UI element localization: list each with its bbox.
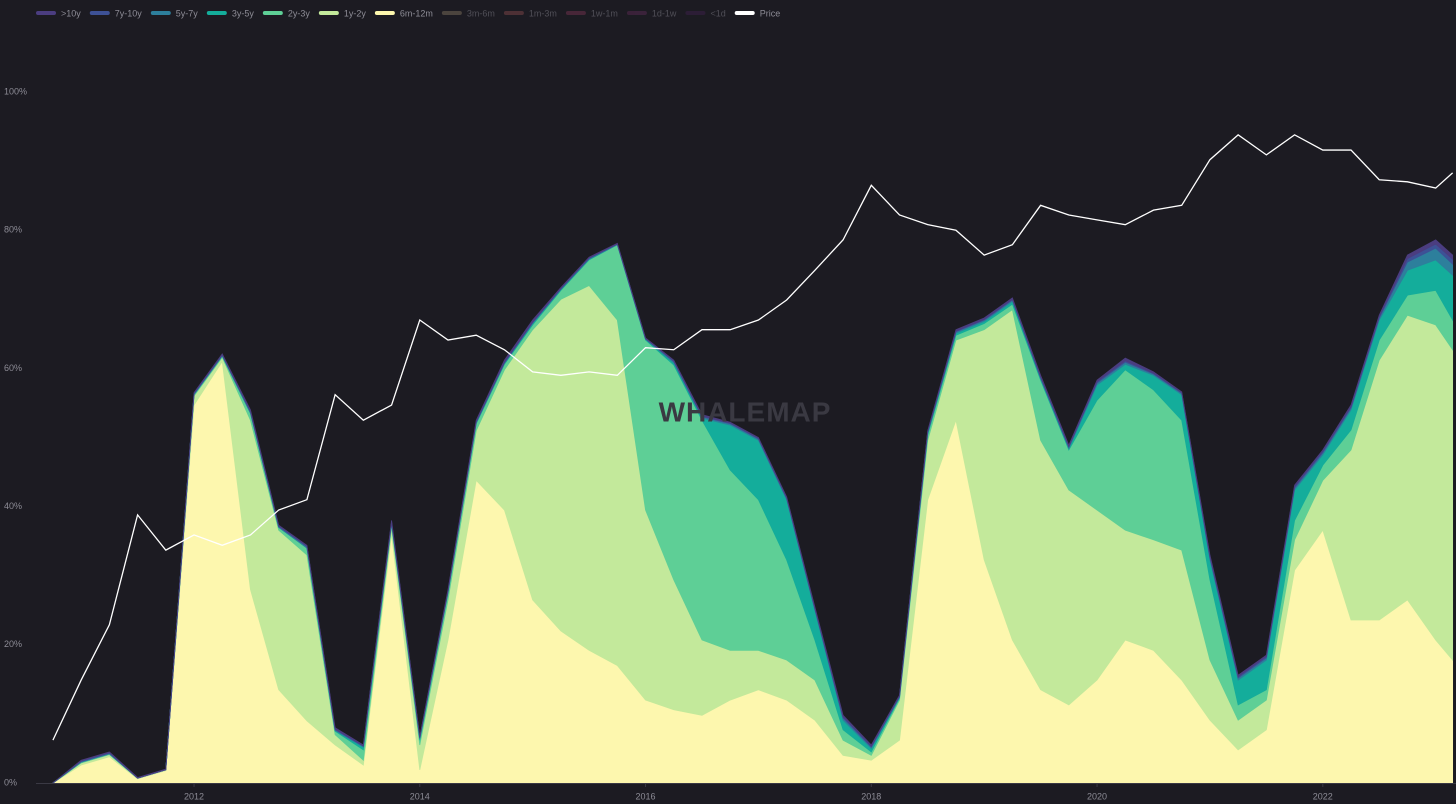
legend-label: 5y-7y [176, 8, 199, 18]
x-tick-label: 2012 [184, 791, 204, 801]
legend-item[interactable]: <1d [685, 8, 726, 18]
legend-swatch [441, 11, 462, 15]
legend-swatch [734, 11, 755, 15]
y-tick-label: 80% [4, 225, 22, 235]
legend-swatch [36, 11, 56, 15]
legend-label: <1d [710, 8, 725, 18]
watermark: WHALEMAP [659, 396, 832, 427]
legend-swatch [626, 11, 647, 15]
x-tick-label: 2016 [636, 791, 656, 801]
legend-swatch [374, 11, 395, 15]
legend-item[interactable]: 1m-3m [503, 8, 557, 18]
legend-label: 1d-1w [652, 8, 677, 18]
legend-item[interactable]: 2y-3y [262, 8, 311, 18]
legend-item[interactable]: >10y [36, 8, 81, 18]
y-tick-label: 100% [4, 86, 27, 96]
legend-swatch [503, 11, 524, 15]
legend-swatch [318, 11, 339, 15]
y-tick-label: 0% [4, 777, 17, 787]
y-tick-label: 20% [4, 639, 22, 649]
price-line [52, 134, 1454, 741]
legend-label: 1y-2y [344, 8, 367, 18]
legend-label: 2y-3y [288, 8, 311, 18]
y-tick-label: 40% [4, 501, 22, 511]
legend-swatch [150, 11, 171, 15]
legend-swatch [89, 11, 110, 15]
x-tick-label: 2014 [410, 791, 430, 801]
x-tick-label: 2022 [1313, 791, 1333, 801]
legend-label: 3y-5y [232, 8, 255, 18]
legend-item[interactable]: 1w-1m [565, 8, 618, 18]
legend-item[interactable]: Price [734, 8, 781, 18]
x-tick-label: 2018 [861, 791, 881, 801]
legend-item[interactable]: 5y-7y [150, 8, 199, 18]
legend-item[interactable]: 6m-12m [374, 8, 433, 18]
legend-item[interactable]: 7y-10y [89, 8, 143, 18]
legend-label: 3m-6m [467, 8, 495, 18]
legend-swatch [565, 11, 586, 15]
legend-label: 7y-10y [115, 8, 143, 18]
legend-swatch [262, 11, 283, 15]
x-tick-label: 2020 [1087, 791, 1107, 801]
legend-label: 6m-12m [400, 8, 433, 18]
area-layer [52, 239, 1454, 784]
y-tick-label: 60% [4, 363, 22, 373]
legend-label: 1m-3m [529, 8, 557, 18]
legend-label: >10y [61, 8, 81, 18]
legend-item[interactable]: 1d-1w [626, 8, 677, 18]
legend-label: Price [760, 8, 781, 18]
legend-item[interactable]: 3y-5y [206, 8, 255, 18]
legend-item[interactable]: 1y-2y [318, 8, 367, 18]
legend-label: 1w-1m [591, 8, 618, 18]
legend-swatch [206, 11, 227, 15]
legend-item[interactable]: 3m-6m [441, 8, 495, 18]
legend-swatch [685, 11, 706, 15]
plot-area [51, 134, 1454, 784]
